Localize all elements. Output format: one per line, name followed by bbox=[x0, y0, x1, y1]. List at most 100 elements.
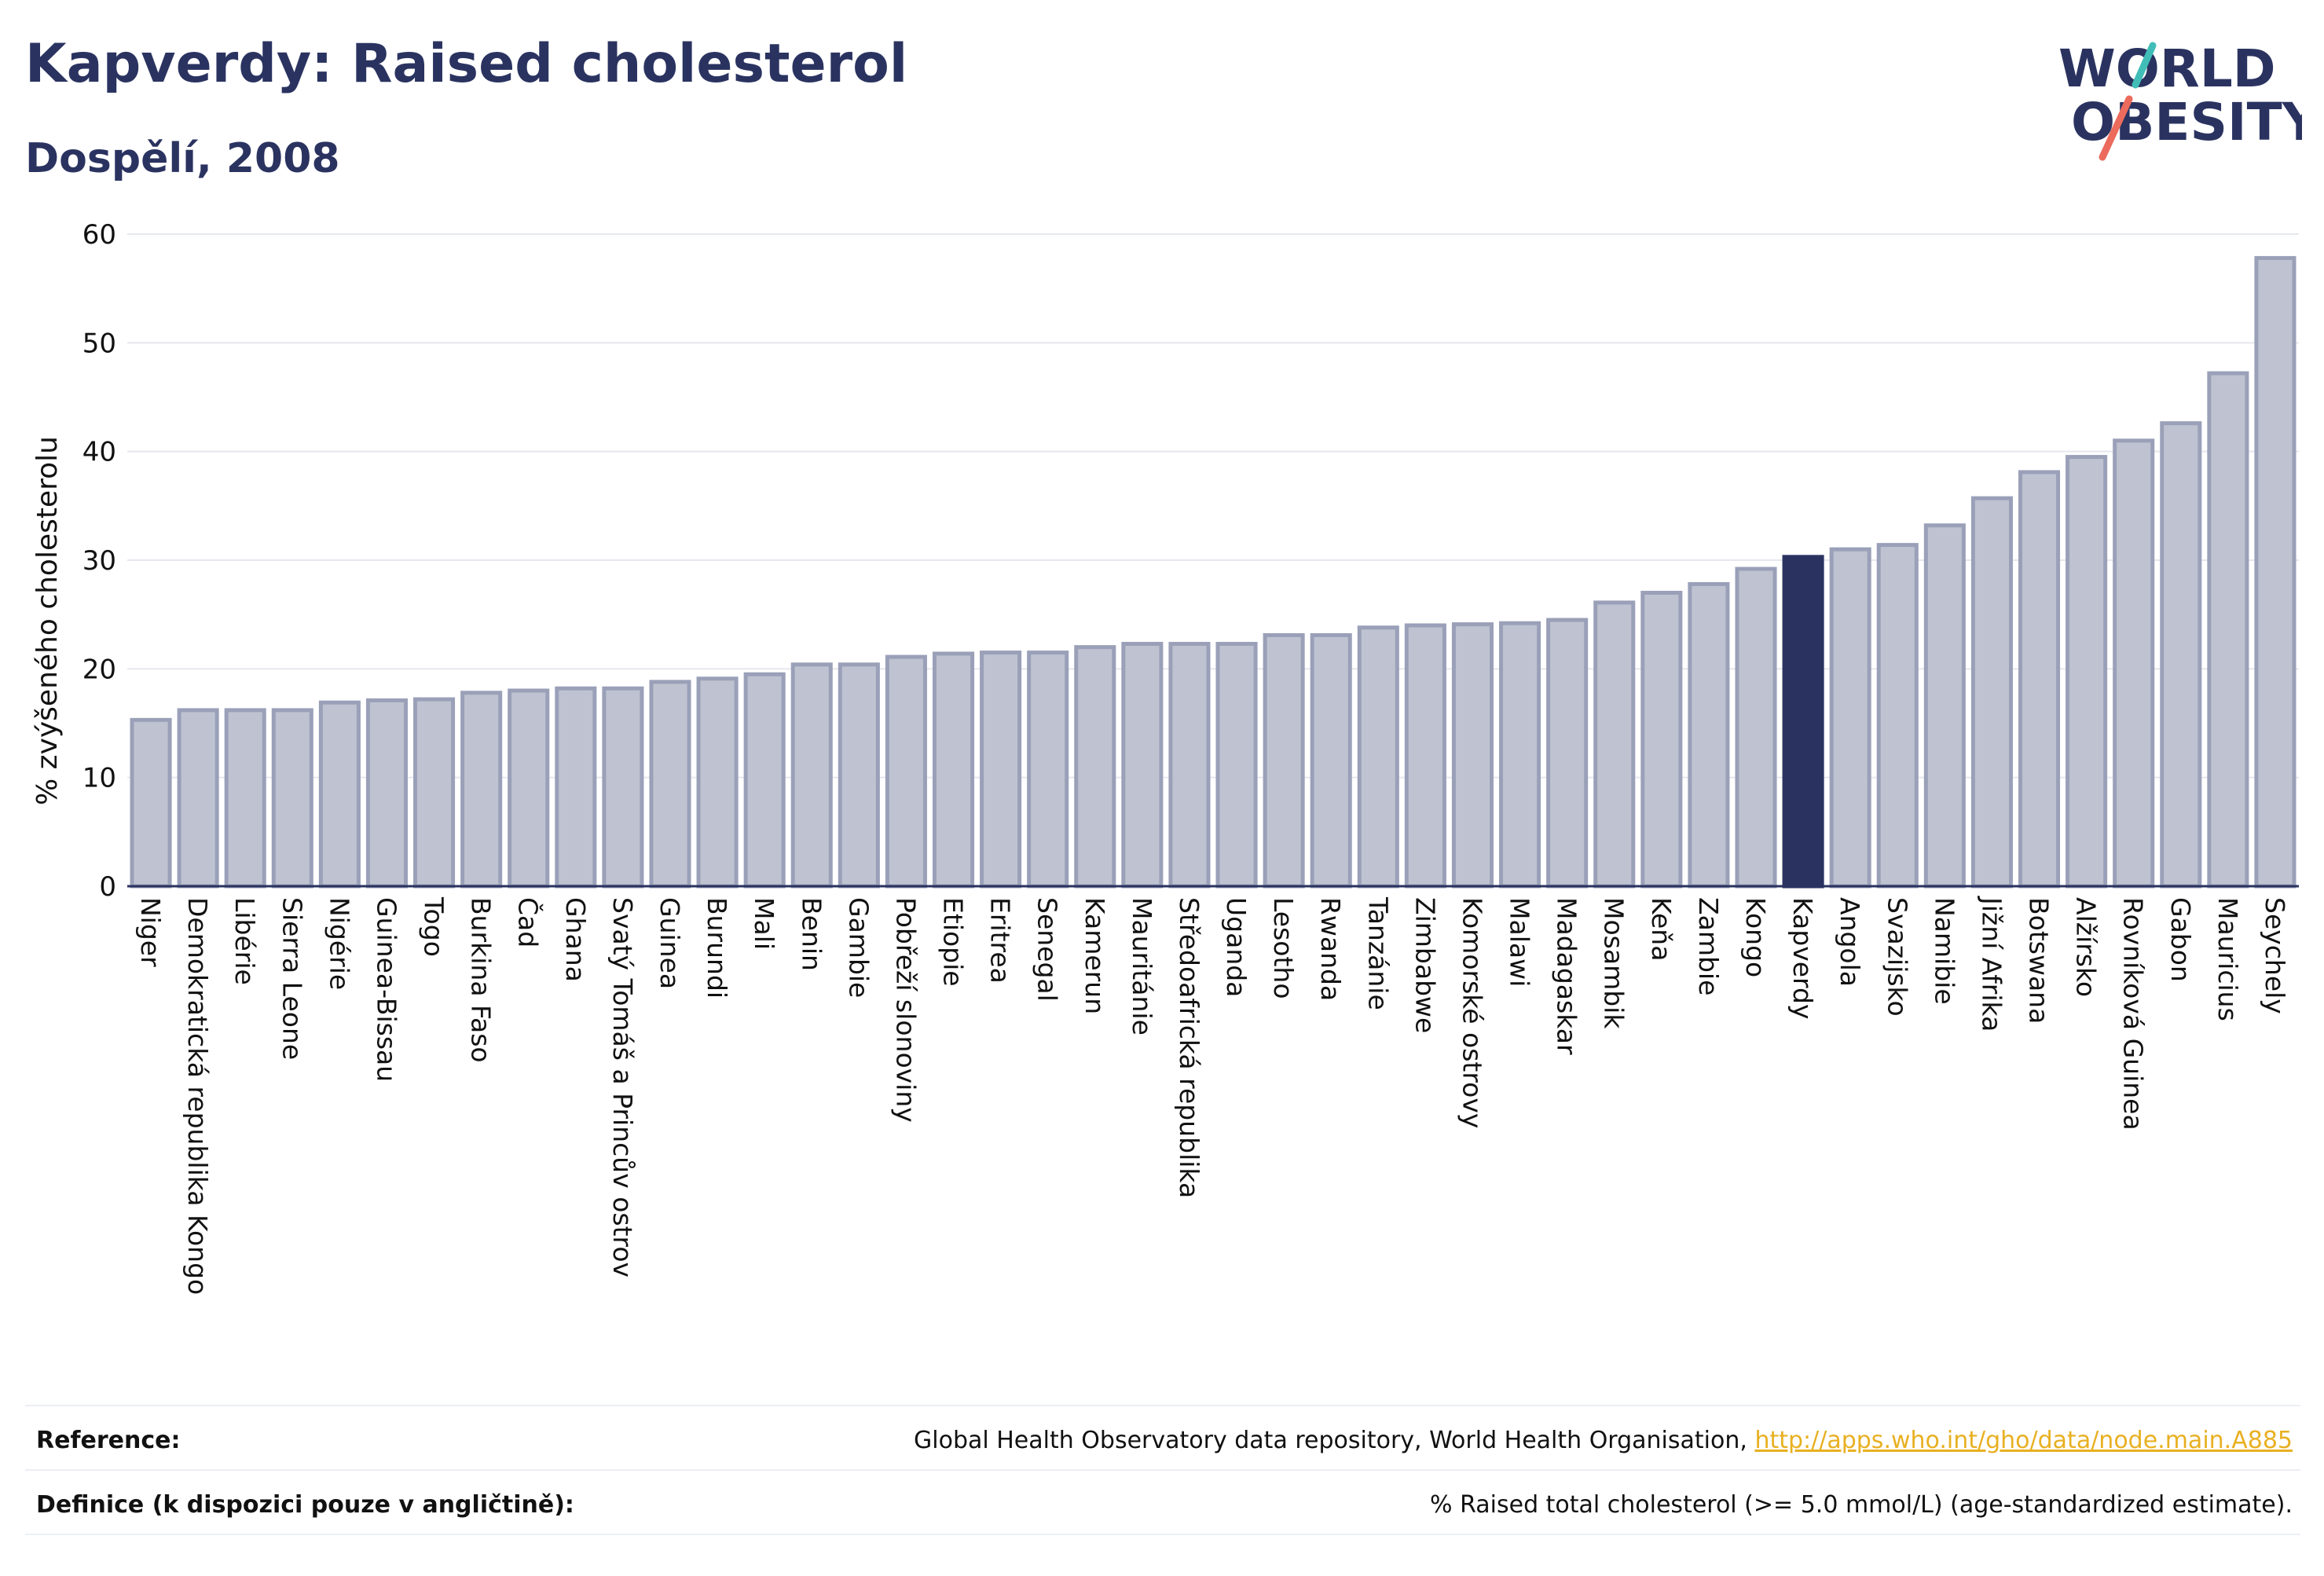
bar bbox=[1923, 523, 1966, 889]
x-tick-label: Kapverdy bbox=[1787, 897, 1818, 1020]
chart-title: Kapverdy: Raised cholesterol bbox=[25, 33, 908, 95]
x-tick-label: Čad bbox=[513, 897, 544, 947]
bar bbox=[1876, 543, 1919, 889]
bar bbox=[2207, 371, 2249, 889]
x-tick-label: Angola bbox=[1835, 897, 1865, 987]
footer-divider-bottom bbox=[25, 1534, 2300, 1535]
bar bbox=[271, 708, 313, 889]
bar bbox=[1357, 625, 1399, 889]
bar bbox=[1499, 621, 1541, 889]
x-tick-label: Mauritánie bbox=[1127, 897, 1157, 1035]
bar bbox=[2160, 421, 2202, 889]
x-tick-label: Senegal bbox=[1032, 897, 1063, 1002]
x-tick-label: Gambie bbox=[843, 897, 874, 998]
x-tick-label: Libérie bbox=[229, 897, 260, 985]
bar bbox=[602, 686, 644, 889]
chart-subtitle: Dospělí, 2008 bbox=[25, 135, 340, 182]
bar bbox=[365, 698, 409, 889]
x-tick-label: Togo bbox=[419, 896, 449, 957]
bar bbox=[2113, 438, 2155, 889]
x-tick-label: Benin bbox=[796, 897, 827, 971]
x-tick-label: Keňa bbox=[1646, 897, 1677, 961]
x-tick-label: Svazijsko bbox=[1882, 897, 1912, 1017]
reference-link[interactable]: http://apps.who.int/gho/data/node.main.A… bbox=[1754, 1427, 2293, 1454]
bar-highlighted bbox=[1782, 555, 1824, 889]
x-axis-ticks: Niger Demokratická republika Kongo Libérie… bbox=[135, 896, 2290, 1295]
bar bbox=[130, 717, 172, 889]
x-tick-label: Malawi bbox=[1505, 897, 1535, 987]
bar bbox=[177, 708, 219, 889]
bar bbox=[1688, 581, 1730, 889]
x-tick-label: Mali bbox=[749, 897, 779, 950]
reference-value: Global Health Observatory data repositor… bbox=[914, 1427, 2293, 1454]
bar bbox=[932, 651, 975, 889]
x-tick-label: Eritrea bbox=[985, 897, 1016, 984]
x-tick-label: Madagaskar bbox=[1552, 897, 1582, 1055]
y-tick-label: 30 bbox=[82, 545, 116, 577]
y-axis-ticks: 0 10 20 30 40 50 60 bbox=[82, 219, 116, 903]
x-tick-label: Mauricius bbox=[2212, 897, 2243, 1021]
bar bbox=[1970, 496, 2013, 889]
reference-text: Global Health Observatory data repositor… bbox=[914, 1427, 1755, 1454]
bar bbox=[224, 708, 266, 889]
reference-label: Reference: bbox=[36, 1427, 181, 1454]
x-tick-label: Ghana bbox=[560, 897, 591, 982]
bar bbox=[460, 691, 503, 889]
bar bbox=[1404, 623, 1446, 889]
definition-value: % Raised total cholesterol (>= 5.0 mmol/… bbox=[1430, 1491, 2293, 1519]
bar bbox=[413, 697, 456, 889]
bar bbox=[1546, 618, 1589, 889]
footer-divider-top bbox=[25, 1405, 2300, 1406]
bar bbox=[885, 654, 927, 889]
bar bbox=[1451, 622, 1494, 889]
x-tick-label: Gabon bbox=[2165, 897, 2196, 982]
x-tick-label: Jižní Afrika bbox=[1976, 896, 2007, 1032]
footer-divider-middle bbox=[25, 1469, 2300, 1471]
definition-label: Definice (k dispozici pouze v angličtině… bbox=[36, 1491, 574, 1519]
x-tick-label: Zambie bbox=[1693, 897, 1724, 995]
logo-line-1: WORLD bbox=[2058, 38, 2276, 99]
x-tick-label: Niger bbox=[135, 897, 166, 967]
x-tick-label: Kongo bbox=[1740, 897, 1771, 977]
y-tick-label: 10 bbox=[82, 763, 116, 794]
bar bbox=[2018, 470, 2061, 889]
x-tick-label: Komorské ostrovy bbox=[1457, 897, 1487, 1128]
x-tick-label: Tanzánie bbox=[1362, 896, 1393, 1010]
bar bbox=[1263, 632, 1305, 889]
x-tick-label: Seychely bbox=[2260, 897, 2290, 1014]
bar bbox=[1168, 642, 1211, 889]
x-tick-label: Burundi bbox=[702, 897, 732, 999]
bars bbox=[127, 255, 2299, 889]
bar bbox=[980, 651, 1022, 889]
y-axis-label: % zvýšeného cholesterolu bbox=[31, 436, 64, 805]
bar bbox=[696, 676, 739, 889]
bar bbox=[508, 688, 550, 889]
x-tick-label: Alžírsko bbox=[2071, 897, 2102, 997]
x-tick-label: Uganda bbox=[1221, 897, 1252, 997]
x-tick-label: Svatý Tomáš a Princův ostrov bbox=[607, 897, 638, 1277]
x-tick-label: Demokratická republika Kongo bbox=[182, 897, 213, 1295]
x-tick-label: Guinea bbox=[654, 897, 685, 989]
bar bbox=[1310, 632, 1352, 889]
world-obesity-logo: WORLD OBESITY bbox=[2058, 38, 2302, 161]
logo-slash-teal bbox=[2132, 42, 2157, 89]
bar bbox=[838, 662, 880, 889]
y-tick-label: 40 bbox=[82, 437, 116, 468]
x-tick-label: Kamerun bbox=[1080, 897, 1110, 1014]
bar-chart: 0 10 20 30 40 50 60 Niger Demokratická republik… bbox=[31, 219, 2299, 1295]
bar bbox=[1215, 642, 1258, 889]
bar bbox=[1829, 547, 1871, 889]
x-tick-label: Pobřeží slonoviny bbox=[890, 897, 921, 1123]
y-tick-label: 20 bbox=[82, 654, 116, 685]
x-tick-label: Středoafrická republika bbox=[1174, 897, 1204, 1198]
y-tick-label: 0 bbox=[99, 871, 116, 903]
bar bbox=[2066, 455, 2108, 889]
x-tick-label: Botswana bbox=[2024, 897, 2055, 1024]
x-tick-label: Rwanda bbox=[1315, 897, 1346, 1001]
x-tick-label: Nigérie bbox=[324, 897, 354, 990]
y-tick-label: 60 bbox=[82, 219, 116, 251]
bar bbox=[790, 662, 833, 889]
x-tick-label: Zimbabwe bbox=[1409, 897, 1440, 1033]
x-tick-label: Namibie bbox=[1929, 897, 1959, 1005]
bar bbox=[1593, 600, 1636, 889]
